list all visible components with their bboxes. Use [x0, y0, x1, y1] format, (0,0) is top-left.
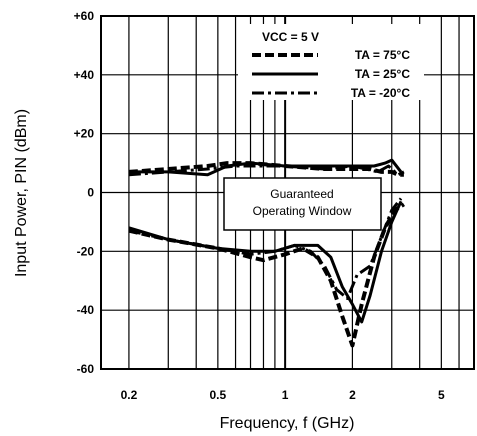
x-tick-labels: 0.2 0.5 1 2 5	[121, 388, 445, 402]
y-tick-label: -20	[77, 244, 95, 258]
series-2-upper-line	[128, 158, 403, 177]
y-tick-label: -40	[77, 303, 95, 317]
y-tick-label: +20	[74, 127, 95, 141]
legend-entry-label: TA = 75°C	[355, 48, 410, 62]
legend-entry-label: TA = -20°C	[351, 86, 410, 100]
x-tick-label: 1	[282, 388, 289, 402]
annotation-line-1: Guaranteed	[270, 187, 333, 201]
x-tick-label: 5	[438, 388, 445, 402]
legend-header: VCC = 5 V	[262, 30, 319, 44]
x-tick-label: 2	[349, 388, 356, 402]
plot-frame	[100, 15, 475, 370]
series-3-upper-line	[128, 164, 405, 177]
y-tick-label: +60	[74, 9, 95, 23]
x-tick-label: 0.5	[210, 388, 227, 402]
legend-background	[238, 24, 424, 100]
guaranteed-window-annotation: Guaranteed Operating Window	[223, 177, 382, 231]
y-tick-label: 0	[87, 186, 94, 200]
series-1-lower-line	[128, 202, 405, 348]
series-3-lower-line	[128, 197, 403, 300]
x-axis-title: Frequency, f (GHz)	[220, 415, 355, 432]
y-axis-title: Input Power, PIN (dBm)	[13, 109, 30, 277]
series-1-upper-line	[128, 161, 404, 177]
legend: VCC = 5 V TA = 75°C TA = 25°C TA = -20°C	[238, 24, 424, 100]
y-tick-label: +40	[74, 68, 95, 82]
y-tick-labels: -60 -40 -20 0 +20 +40 +60	[74, 9, 95, 376]
y-tick-label: -60	[77, 362, 95, 376]
x-tick-label: 0.2	[121, 388, 138, 402]
annotation-box	[223, 177, 382, 231]
plot-series	[128, 158, 405, 348]
legend-entry-label: TA = 25°C	[355, 67, 410, 81]
annotation-line-2: Operating Window	[253, 204, 352, 218]
